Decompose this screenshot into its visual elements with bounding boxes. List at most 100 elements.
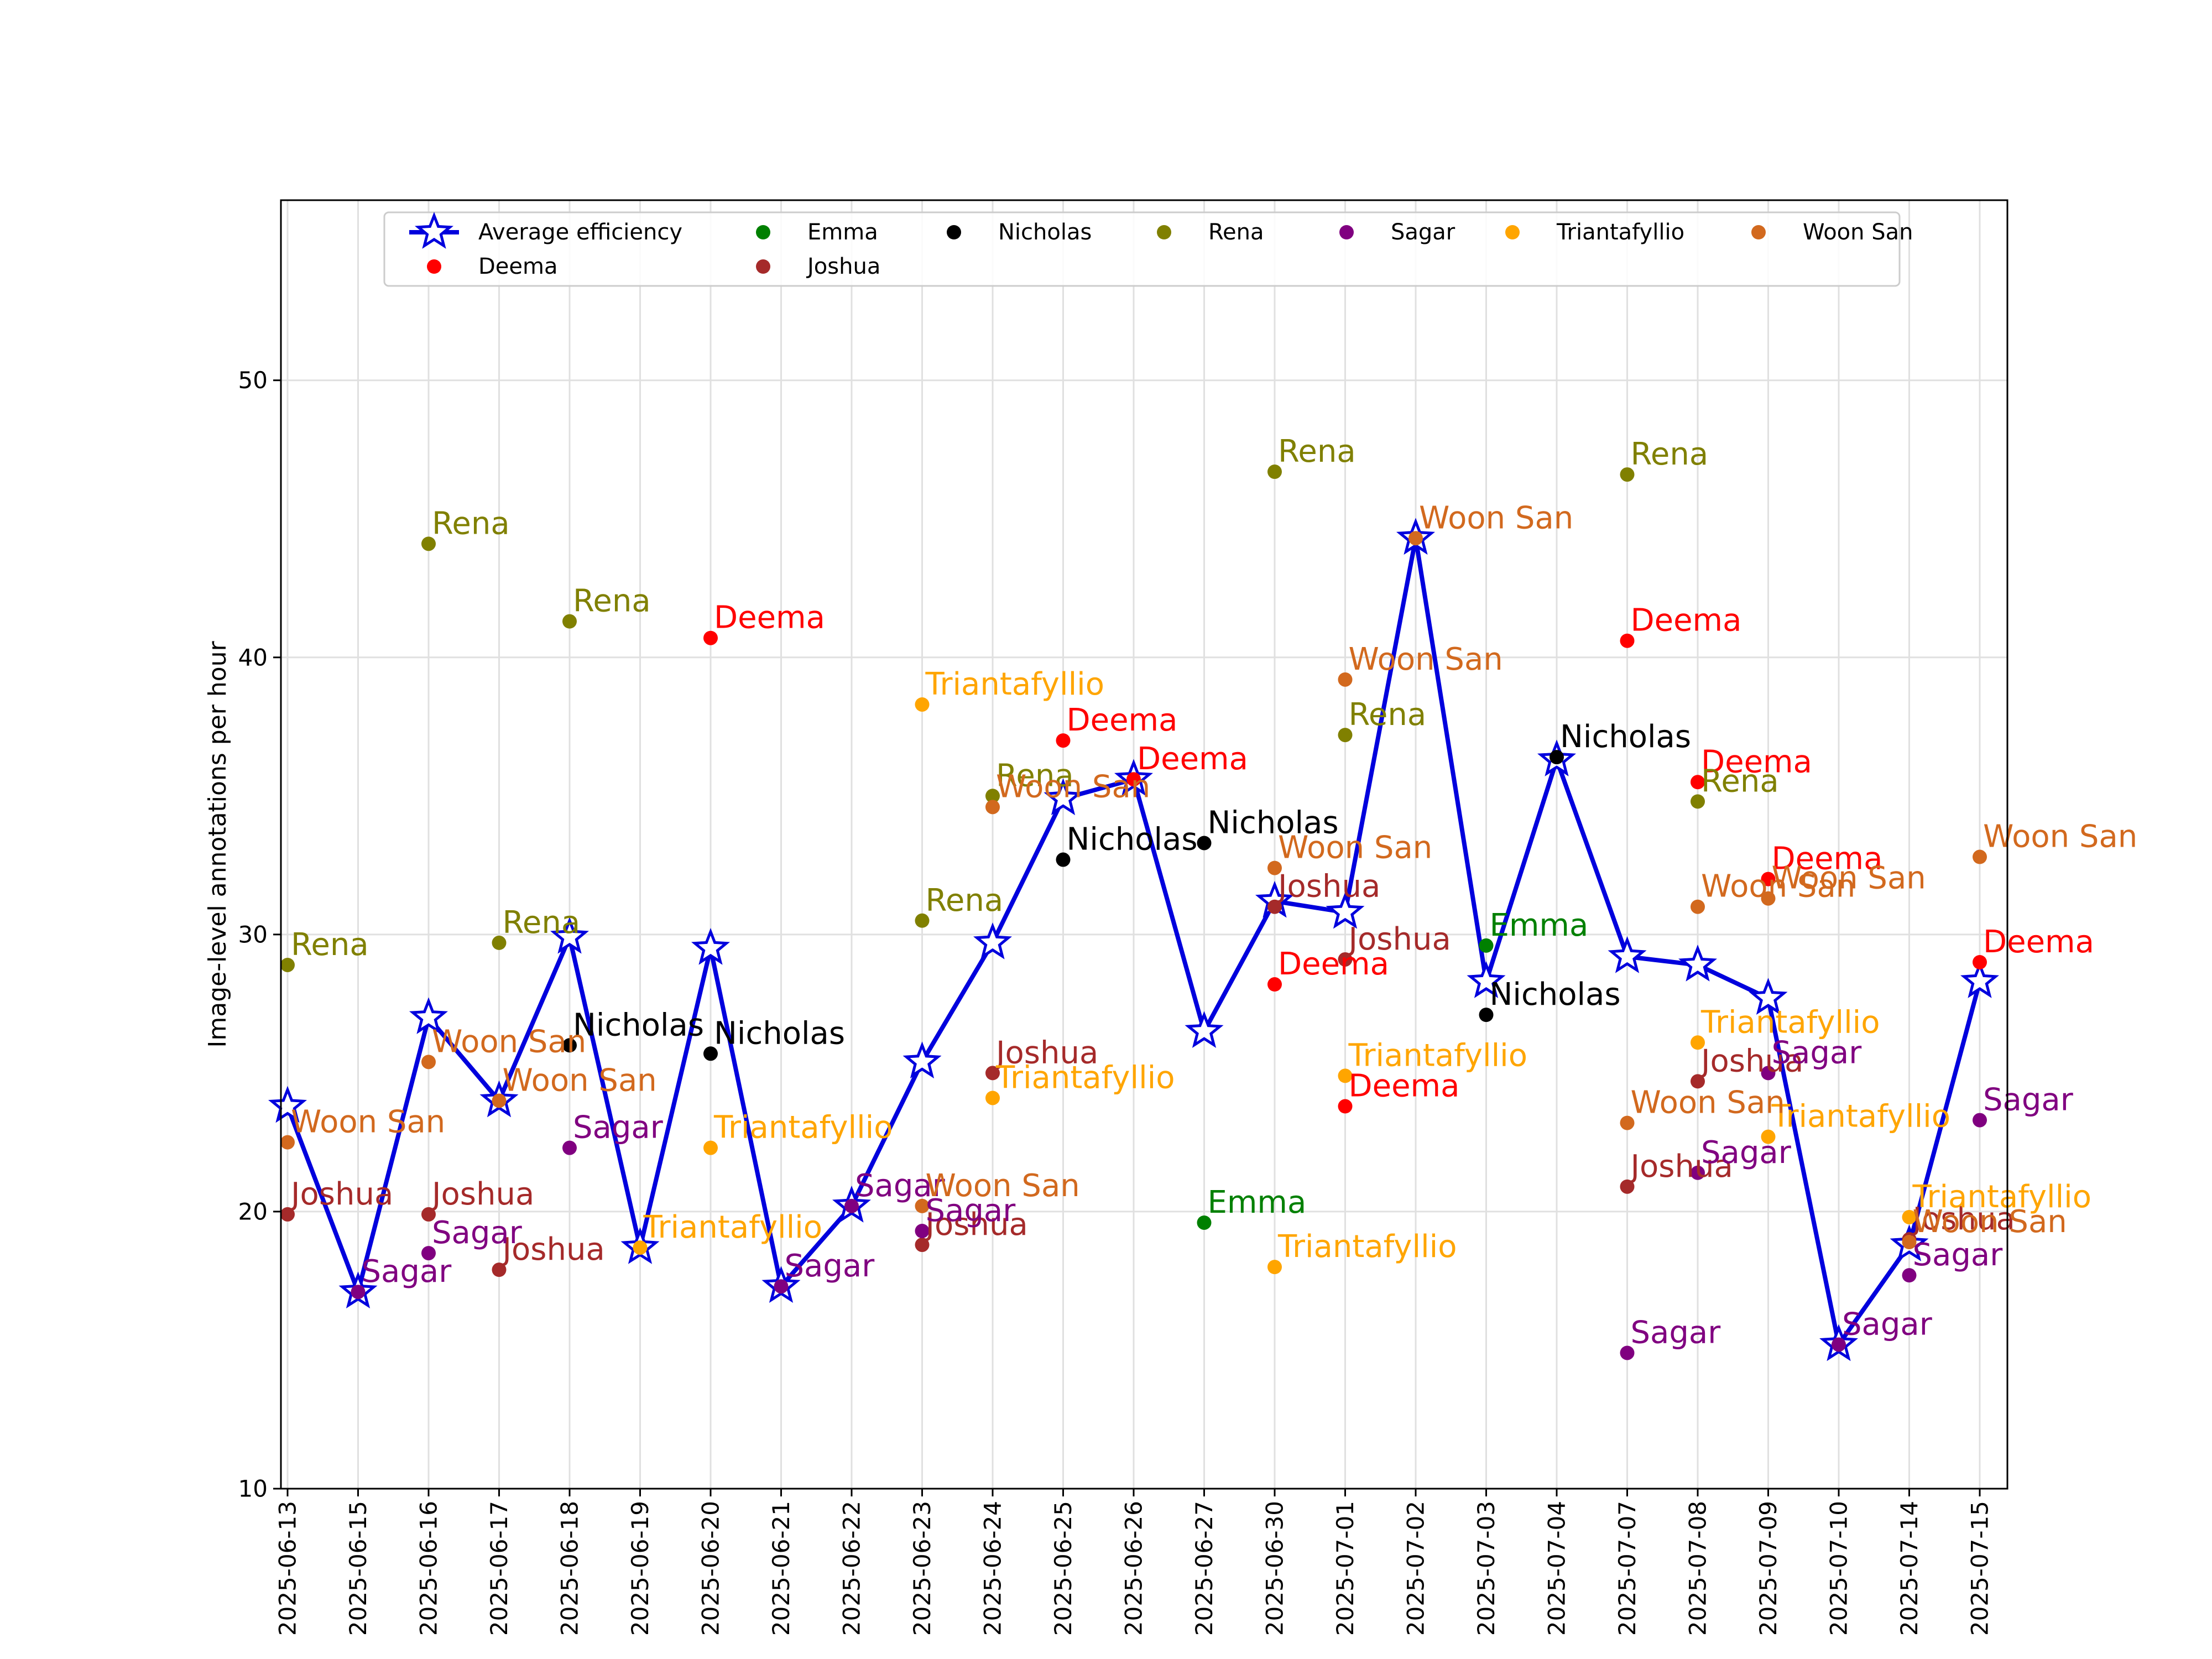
label-deema: Deema bbox=[1349, 1068, 1460, 1104]
point-sagar bbox=[1620, 1345, 1635, 1360]
plot-frame bbox=[280, 199, 2008, 1490]
y-tick-label: 50 bbox=[238, 367, 268, 394]
point-woon-san bbox=[1267, 860, 1282, 875]
label-sagar: Sagar bbox=[362, 1254, 452, 1290]
label-deema: Deema bbox=[1701, 744, 1812, 780]
point-triantafyllio bbox=[703, 1140, 718, 1155]
legend-marker-triantafyllio bbox=[1505, 225, 1520, 239]
legend: Average efficiency Deema Emma Joshua Nichola… bbox=[383, 211, 1913, 287]
point-joshua bbox=[915, 1238, 930, 1253]
x-tick-label: 2025-06-26 bbox=[1120, 1501, 1147, 1636]
label-woon-san: Woon San bbox=[1349, 641, 1503, 677]
point-woon-san bbox=[985, 800, 1000, 815]
legend-label-rena: Rena bbox=[1208, 220, 1264, 245]
y-tick-label: 10 bbox=[238, 1475, 268, 1503]
label-rena: Rena bbox=[503, 905, 581, 941]
point-sagar bbox=[1832, 1337, 1846, 1352]
label-deema: Deema bbox=[714, 600, 825, 636]
legend-marker-sagar bbox=[1339, 225, 1354, 239]
x-tick-label: 2025-06-22 bbox=[838, 1501, 865, 1636]
point-joshua bbox=[985, 1066, 1000, 1081]
point-rena bbox=[915, 913, 930, 928]
label-joshua: Joshua bbox=[501, 1232, 605, 1267]
label-deema: Deema bbox=[1137, 741, 1248, 777]
label-triantafyllio: Triantafyllio bbox=[643, 1209, 822, 1245]
legend-marker-woon-san bbox=[1751, 225, 1766, 239]
point-deema bbox=[1126, 772, 1141, 787]
point-joshua bbox=[1338, 952, 1353, 967]
point-woon-san bbox=[1973, 849, 1987, 864]
average-marker bbox=[1467, 961, 1506, 998]
y-tick-label: 40 bbox=[238, 644, 268, 671]
label-rena: Rena bbox=[432, 505, 510, 541]
label-rena: Rena bbox=[291, 927, 369, 963]
label-triantafyllio: Triantafyllio bbox=[1700, 1004, 1880, 1040]
x-tick-label: 2025-06-21 bbox=[768, 1501, 795, 1636]
point-sagar bbox=[421, 1246, 436, 1261]
x-tick-label: 2025-06-27 bbox=[1191, 1501, 1218, 1636]
point-nicholas bbox=[1479, 1008, 1494, 1022]
y-tick-label: 20 bbox=[238, 1198, 268, 1225]
x-tick-label: 2025-06-13 bbox=[274, 1501, 301, 1636]
point-woon-san bbox=[1761, 891, 1776, 906]
label-nicholas: Nicholas bbox=[1208, 805, 1339, 841]
point-woon-san bbox=[1620, 1115, 1635, 1130]
point-woon-san bbox=[1408, 531, 1423, 546]
legend-label-sagar: Sagar bbox=[1391, 220, 1455, 245]
x-tick-label: 2025-06-15 bbox=[345, 1501, 372, 1636]
legend-label-nicholas: Nicholas bbox=[998, 220, 1092, 245]
point-nicholas bbox=[1550, 750, 1564, 765]
x-tick-label: 2025-07-15 bbox=[1966, 1501, 1994, 1636]
point-triantafyllio bbox=[633, 1240, 648, 1255]
legend-marker-rena bbox=[1157, 225, 1171, 239]
legend-marker-emma bbox=[756, 225, 770, 239]
label-sagar: Sagar bbox=[432, 1215, 523, 1251]
legend-label-average: Average efficiency bbox=[478, 220, 682, 245]
point-nicholas bbox=[703, 1046, 718, 1061]
point-nicholas bbox=[1056, 852, 1071, 867]
point-deema bbox=[1056, 733, 1071, 748]
x-tick-label: 2025-06-16 bbox=[415, 1501, 442, 1636]
average-marker bbox=[268, 1086, 307, 1123]
point-woon-san bbox=[421, 1055, 436, 1070]
label-sagar: Sagar bbox=[1701, 1135, 1792, 1171]
label-rena: Rena bbox=[996, 758, 1074, 794]
label-joshua: Joshua bbox=[1911, 1201, 2015, 1237]
x-tick-label: 2025-06-18 bbox=[556, 1501, 583, 1636]
x-tick-label: 2025-06-19 bbox=[627, 1501, 654, 1636]
point-joshua bbox=[280, 1207, 295, 1222]
x-tick-label: 2025-07-14 bbox=[1896, 1501, 1923, 1636]
label-rena: Rena bbox=[1349, 697, 1427, 733]
average-marker bbox=[1749, 978, 1788, 1015]
label-joshua: Joshua bbox=[1699, 1043, 1803, 1079]
x-tick-label: 2025-07-08 bbox=[1684, 1501, 1712, 1636]
label-rena: Rena bbox=[1631, 436, 1709, 472]
label-triantafyllio: Triantafyllio bbox=[925, 666, 1104, 702]
point-sagar bbox=[915, 1224, 930, 1238]
label-woon-san: Woon San bbox=[1772, 860, 1926, 896]
average-marker bbox=[1678, 945, 1718, 982]
point-joshua bbox=[492, 1262, 507, 1277]
average-marker bbox=[902, 1041, 942, 1079]
point-sagar bbox=[1902, 1268, 1917, 1283]
point-sagar bbox=[774, 1279, 789, 1294]
point-joshua bbox=[1691, 1074, 1705, 1089]
legend-marker-joshua bbox=[756, 259, 770, 274]
label-emma: Emma bbox=[1490, 907, 1589, 943]
legend-marker-nicholas bbox=[947, 225, 961, 239]
label-joshua: Joshua bbox=[924, 1207, 1028, 1243]
label-nicholas: Nicholas bbox=[714, 1015, 845, 1051]
point-woon-san bbox=[280, 1135, 295, 1150]
label-woon-san: Woon San bbox=[1983, 819, 2137, 855]
label-deema: Deema bbox=[1983, 924, 2094, 960]
point-rena bbox=[562, 614, 577, 629]
x-tick-label: 2025-07-07 bbox=[1614, 1501, 1641, 1636]
point-triantafyllio bbox=[1902, 1209, 1917, 1224]
point-deema bbox=[1761, 872, 1776, 886]
point-nicholas bbox=[1197, 836, 1212, 851]
average-marker bbox=[550, 917, 589, 954]
point-woon-san bbox=[1691, 899, 1705, 914]
legend-label-woon-san: Woon San bbox=[1803, 220, 1913, 245]
point-deema bbox=[703, 630, 718, 645]
